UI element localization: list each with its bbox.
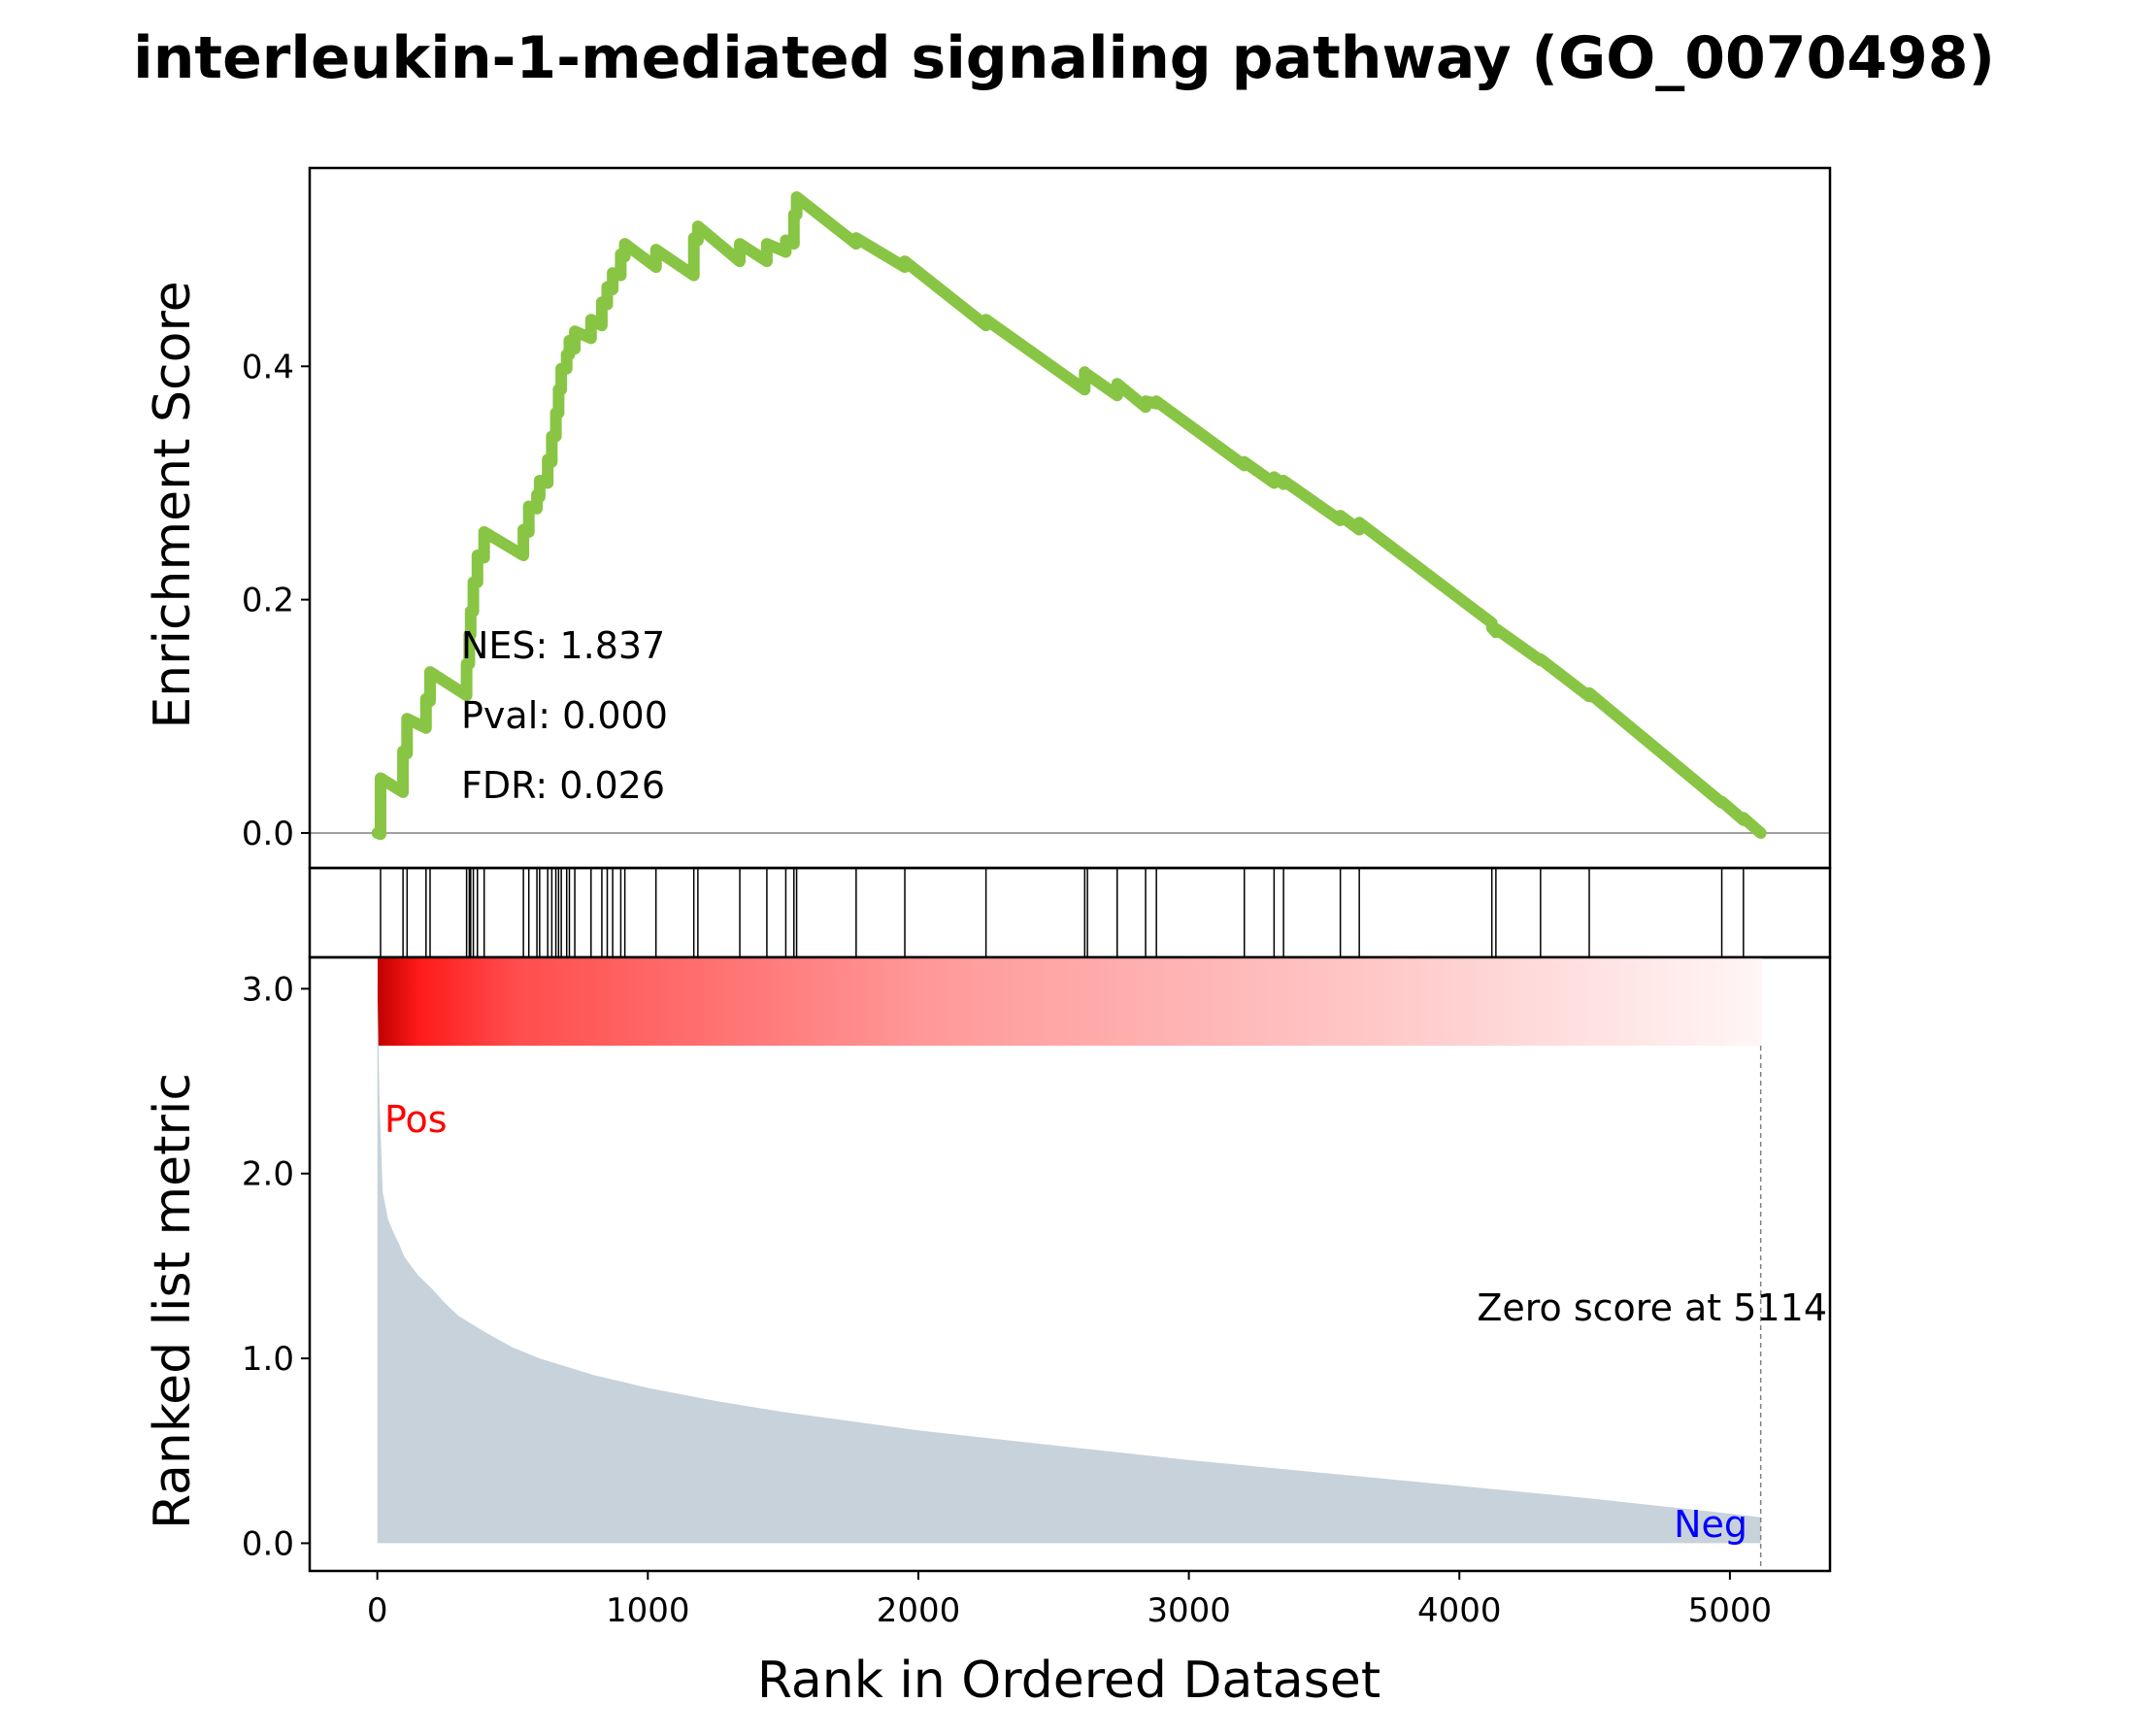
- x-tick-label: 2000: [877, 1591, 961, 1630]
- hits-panel-frame: [308, 866, 1832, 959]
- x-ticks: 0 1000 2000 3000 4000 5000: [367, 1571, 1772, 1630]
- ranked-metric-axis-label: Ranked list metric: [144, 1073, 202, 1529]
- enrichment-score-axis-label: Enrichment Score: [144, 281, 202, 728]
- x-tick-label: 0: [367, 1591, 388, 1630]
- nes-stat: NES: 1.837: [461, 624, 665, 667]
- fdr-stat: FDR: 0.026: [461, 764, 665, 807]
- ranked-panel: Pos Neg Zero score at 5114 0.01.02.03.0 …: [144, 955, 1832, 1573]
- x-tick-label: 3000: [1147, 1591, 1231, 1630]
- es-y-tick-label: 0.0: [242, 815, 294, 853]
- rank-y-tick-label: 3.0: [242, 970, 294, 1009]
- pos-label: Pos: [384, 1098, 448, 1141]
- rank-y-tick-label: 1.0: [242, 1340, 294, 1379]
- rank-y-tick-label: 2.0: [242, 1155, 294, 1194]
- neg-label: Neg: [1674, 1503, 1747, 1546]
- hits-panel: [308, 866, 1832, 959]
- x-tick-label: 4000: [1417, 1591, 1502, 1630]
- es-y-tick-label: 0.4: [242, 348, 294, 386]
- ranked-metric-area: [377, 979, 1761, 1544]
- zero-score-label: Zero score at 5114: [1477, 1286, 1827, 1329]
- es-y-tick-label: 0.2: [242, 582, 294, 620]
- x-tick-label: 5000: [1688, 1591, 1773, 1630]
- x-axis-label: Rank in Ordered Dataset: [757, 1652, 1381, 1710]
- es-y-ticks: 0.0 0.2 0.4: [242, 348, 310, 853]
- enrichment-panel-frame: [308, 166, 1832, 870]
- hit-lines: [380, 869, 1745, 956]
- rank-gradient-bar: [378, 957, 1762, 1046]
- chart-title: interleukin-1-mediated signaling pathway…: [133, 24, 1995, 92]
- ranked-panel-frame: [308, 955, 1832, 1573]
- pval-stat: Pval: 0.000: [461, 694, 668, 737]
- enrichment-curve: [371, 191, 1767, 841]
- rank-y-tick-label: 0.0: [242, 1524, 294, 1563]
- x-tick-label: 1000: [606, 1591, 690, 1630]
- rank-y-ticks: 0.0 1.0 2.0 3.0: [242, 970, 310, 1563]
- enrichment-panel: 0.0 0.2 0.4 NES: 1.837 Pval: 0.000 FDR: 0.…: [144, 166, 1832, 870]
